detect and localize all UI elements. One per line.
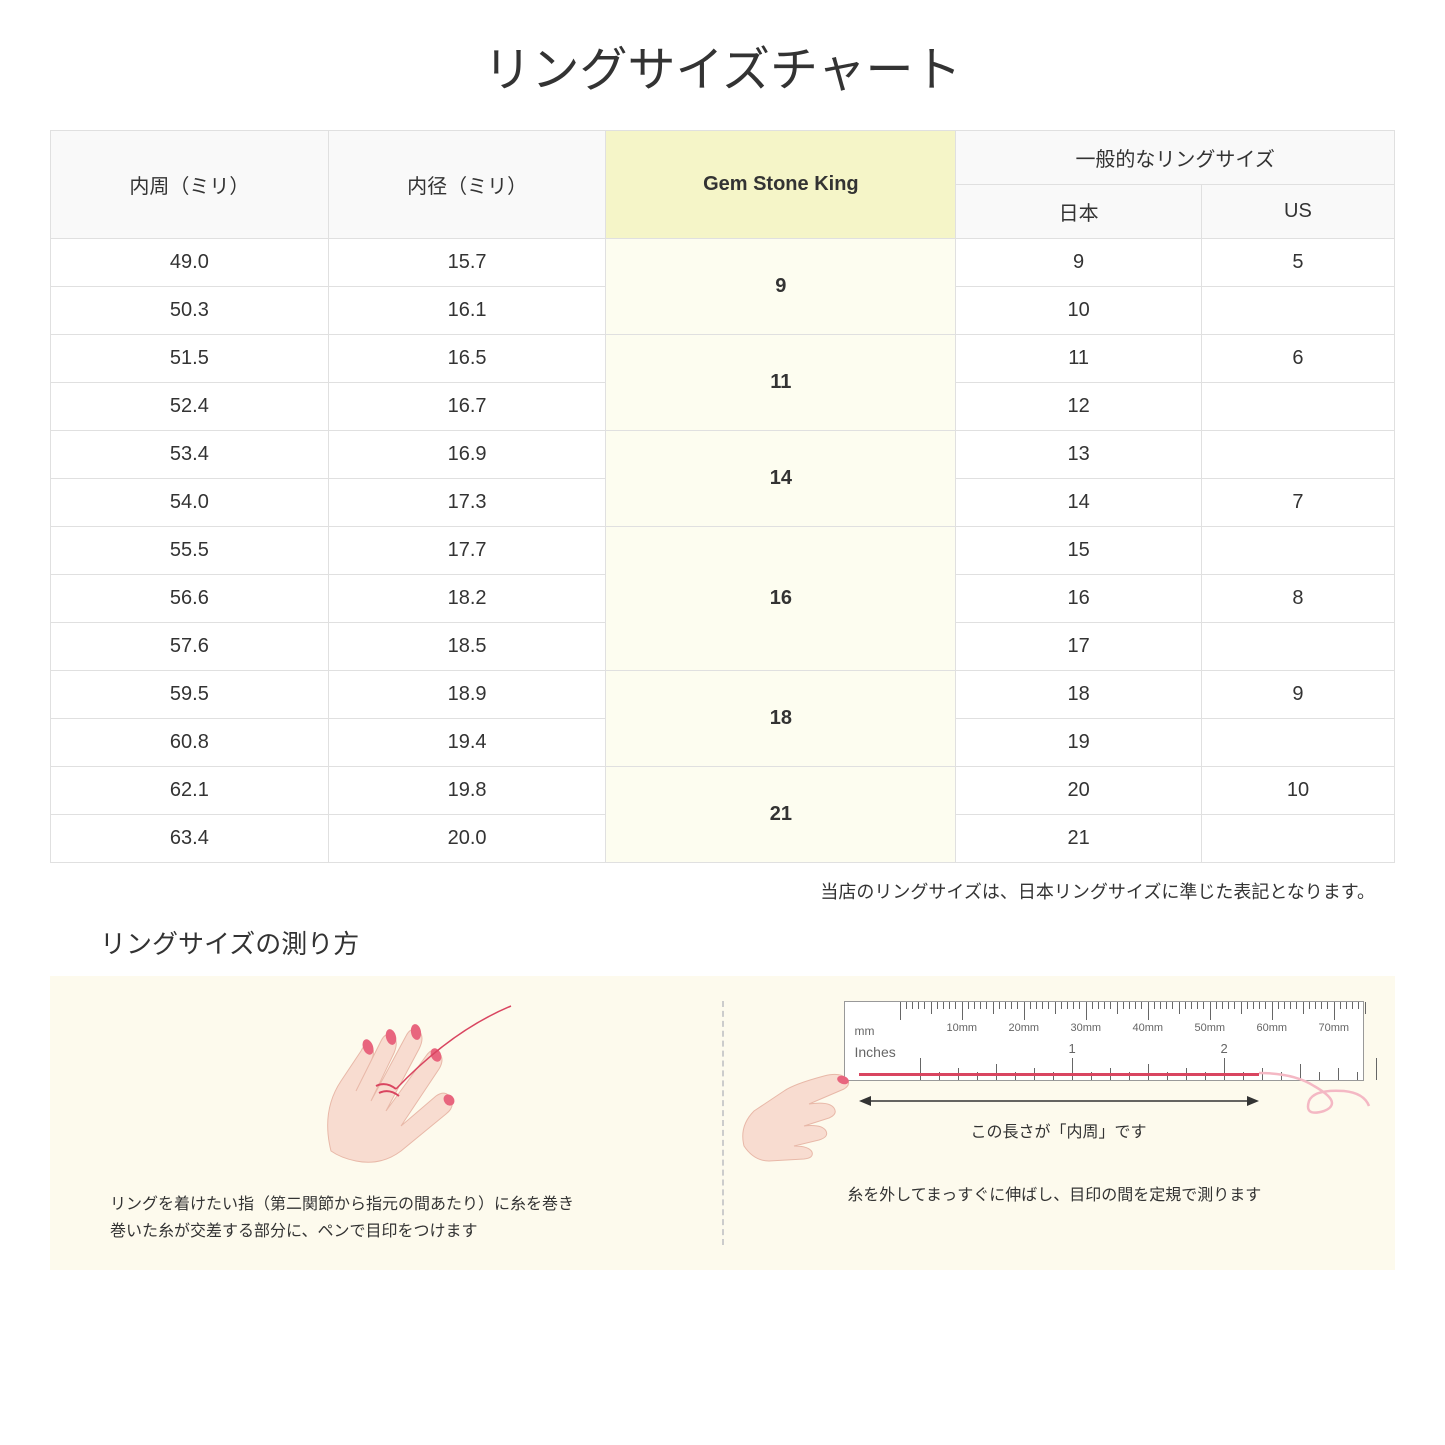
table-row: 62.119.8212010 <box>51 767 1395 815</box>
measure-step-2: mmInches10mm20mm30mm40mm50mm60mm70mm12 こ… <box>744 1001 1366 1205</box>
thread-curl-icon <box>1254 1061 1374 1121</box>
cell-jp: 19 <box>956 719 1202 767</box>
cell-circ: 50.3 <box>51 287 329 335</box>
table-row: 55.517.71615 <box>51 527 1395 575</box>
cell-circ: 52.4 <box>51 383 329 431</box>
cell-diam: 18.5 <box>328 623 606 671</box>
hand-pointing-icon <box>734 1056 874 1166</box>
cell-gsk: 16 <box>606 527 956 671</box>
ring-size-table: 内周（ミリ） 内径（ミリ） Gem Stone King 一般的なリングサイズ … <box>50 130 1395 863</box>
header-general: 一般的なリングサイズ <box>956 131 1395 185</box>
cell-jp: 15 <box>956 527 1202 575</box>
cell-us <box>1201 383 1394 431</box>
cell-us: 10 <box>1201 767 1394 815</box>
cell-jp: 10 <box>956 287 1202 335</box>
cell-gsk: 18 <box>606 671 956 767</box>
header-diameter: 内径（ミリ） <box>328 131 606 239</box>
section-divider <box>722 1001 724 1245</box>
table-row: 51.516.511116 <box>51 335 1395 383</box>
cell-diam: 19.8 <box>328 767 606 815</box>
cell-jp: 14 <box>956 479 1202 527</box>
header-japan: 日本 <box>956 185 1202 239</box>
cell-us: 5 <box>1201 239 1394 287</box>
header-us: US <box>1201 185 1394 239</box>
cell-jp: 17 <box>956 623 1202 671</box>
cell-gsk: 14 <box>606 431 956 527</box>
cell-diam: 16.9 <box>328 431 606 479</box>
cell-gsk: 21 <box>606 767 956 863</box>
measure-title: リングサイズの測り方 <box>50 924 1395 961</box>
cell-diam: 16.5 <box>328 335 606 383</box>
cell-jp: 16 <box>956 575 1202 623</box>
cell-diam: 17.3 <box>328 479 606 527</box>
measure-text-line1: リングを着けたい指（第二関節から指元の間あたり）に糸を巻き <box>110 1191 702 1218</box>
arrow-label: この長さが「内周」です <box>859 1118 1259 1142</box>
cell-us <box>1201 431 1394 479</box>
cell-us: 6 <box>1201 335 1394 383</box>
cell-us <box>1201 287 1394 335</box>
cell-us: 7 <box>1201 479 1394 527</box>
cell-circ: 55.5 <box>51 527 329 575</box>
cell-circ: 62.1 <box>51 767 329 815</box>
cell-us <box>1201 815 1394 863</box>
cell-circ: 49.0 <box>51 239 329 287</box>
cell-circ: 54.0 <box>51 479 329 527</box>
cell-gsk: 9 <box>606 239 956 335</box>
cell-circ: 56.6 <box>51 575 329 623</box>
cell-circ: 57.6 <box>51 623 329 671</box>
header-circumference: 内周（ミリ） <box>51 131 329 239</box>
cell-diam: 15.7 <box>328 239 606 287</box>
cell-jp: 20 <box>956 767 1202 815</box>
cell-jp: 21 <box>956 815 1202 863</box>
cell-jp: 18 <box>956 671 1202 719</box>
cell-diam: 20.0 <box>328 815 606 863</box>
cell-jp: 12 <box>956 383 1202 431</box>
cell-us: 8 <box>1201 575 1394 623</box>
cell-jp: 11 <box>956 335 1202 383</box>
size-note: 当店のリングサイズは、日本リングサイズに準じた表記となります。 <box>50 878 1395 904</box>
hand-with-thread-icon <box>251 1001 531 1171</box>
cell-us <box>1201 719 1394 767</box>
cell-diam: 16.7 <box>328 383 606 431</box>
header-gsk: Gem Stone King <box>606 131 956 239</box>
measure-text-1: リングを着けたい指（第二関節から指元の間あたり）に糸を巻き 巻いた糸が交差する部… <box>80 1191 702 1245</box>
cell-diam: 19.4 <box>328 719 606 767</box>
table-row: 53.416.91413 <box>51 431 1395 479</box>
measure-arrow-icon <box>859 1089 1259 1114</box>
cell-diam: 18.2 <box>328 575 606 623</box>
cell-diam: 16.1 <box>328 287 606 335</box>
measure-text-right: 糸を外してまっすぐに伸ばし、目印の間を定規で測ります <box>744 1181 1366 1205</box>
cell-jp: 9 <box>956 239 1202 287</box>
table-row: 59.518.918189 <box>51 671 1395 719</box>
measure-step-1: リングを着けたい指（第二関節から指元の間あたり）に糸を巻き 巻いた糸が交差する部… <box>80 1001 702 1245</box>
cell-circ: 59.5 <box>51 671 329 719</box>
cell-us <box>1201 527 1394 575</box>
cell-circ: 51.5 <box>51 335 329 383</box>
cell-jp: 13 <box>956 431 1202 479</box>
cell-circ: 53.4 <box>51 431 329 479</box>
cell-gsk: 11 <box>606 335 956 431</box>
cell-us <box>1201 623 1394 671</box>
thread-line <box>859 1073 1259 1076</box>
measure-text-line2: 巻いた糸が交差する部分に、ペンで目印をつけます <box>110 1218 702 1245</box>
cell-diam: 18.9 <box>328 671 606 719</box>
cell-circ: 63.4 <box>51 815 329 863</box>
cell-circ: 60.8 <box>51 719 329 767</box>
measure-section: リングを着けたい指（第二関節から指元の間あたり）に糸を巻き 巻いた糸が交差する部… <box>50 976 1395 1270</box>
page-title: リングサイズチャート <box>50 30 1395 100</box>
table-row: 49.015.7995 <box>51 239 1395 287</box>
cell-us: 9 <box>1201 671 1394 719</box>
cell-diam: 17.7 <box>328 527 606 575</box>
